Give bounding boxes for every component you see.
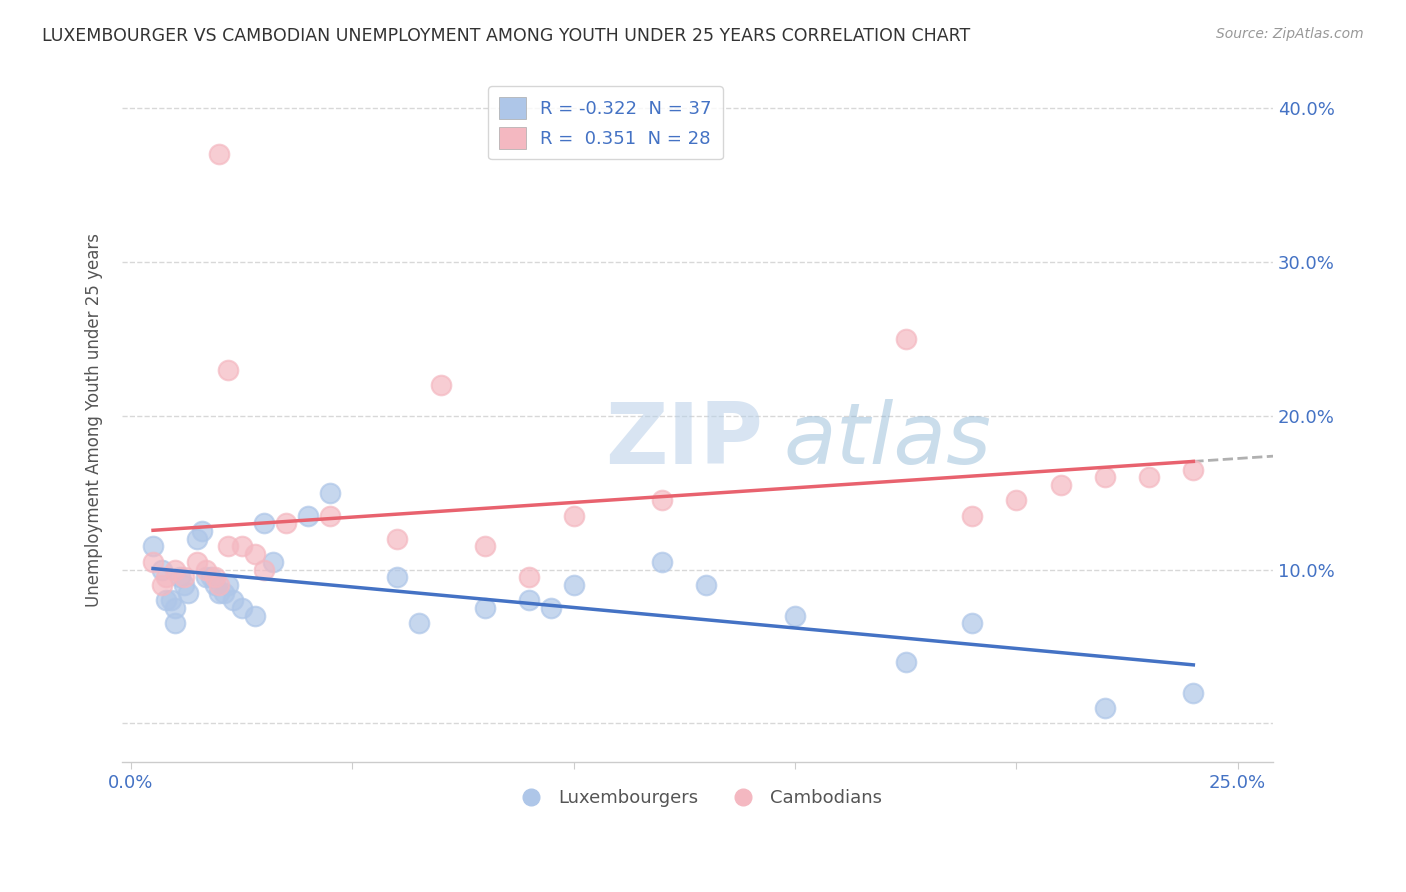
Point — [195, 563, 218, 577]
Point — [195, 570, 218, 584]
Point — [562, 578, 585, 592]
Point — [142, 555, 165, 569]
Point — [894, 332, 917, 346]
Point — [253, 516, 276, 531]
Point — [243, 608, 266, 623]
Point — [155, 593, 177, 607]
Point — [204, 578, 226, 592]
Point — [1137, 470, 1160, 484]
Point — [1182, 685, 1205, 699]
Point — [408, 616, 430, 631]
Point — [173, 570, 195, 584]
Point — [186, 532, 208, 546]
Point — [540, 601, 562, 615]
Point — [562, 508, 585, 523]
Point — [169, 570, 191, 584]
Point — [297, 508, 319, 523]
Point — [204, 570, 226, 584]
Point — [231, 540, 253, 554]
Point — [1005, 493, 1028, 508]
Point — [474, 601, 496, 615]
Point — [430, 378, 453, 392]
Point — [517, 570, 540, 584]
Point — [651, 493, 673, 508]
Point — [165, 601, 187, 615]
Text: Source: ZipAtlas.com: Source: ZipAtlas.com — [1216, 27, 1364, 41]
Point — [173, 578, 195, 592]
Point — [517, 593, 540, 607]
Legend: Luxembourgers, Cambodians: Luxembourgers, Cambodians — [506, 782, 890, 814]
Point — [165, 563, 187, 577]
Text: atlas: atlas — [785, 399, 991, 482]
Point — [217, 540, 239, 554]
Text: ZIP: ZIP — [606, 399, 763, 482]
Text: LUXEMBOURGER VS CAMBODIAN UNEMPLOYMENT AMONG YOUTH UNDER 25 YEARS CORRELATION CH: LUXEMBOURGER VS CAMBODIAN UNEMPLOYMENT A… — [42, 27, 970, 45]
Point — [150, 578, 173, 592]
Point — [783, 608, 806, 623]
Point — [1094, 701, 1116, 715]
Point — [155, 570, 177, 584]
Point — [1094, 470, 1116, 484]
Point — [200, 570, 222, 584]
Point — [385, 532, 408, 546]
Point — [1182, 462, 1205, 476]
Point — [231, 601, 253, 615]
Point — [165, 616, 187, 631]
Point — [222, 593, 245, 607]
Point — [177, 585, 200, 599]
Point — [142, 540, 165, 554]
Point — [474, 540, 496, 554]
Point — [217, 362, 239, 376]
Point — [960, 616, 983, 631]
Point — [894, 655, 917, 669]
Point — [695, 578, 717, 592]
Point — [208, 578, 231, 592]
Y-axis label: Unemployment Among Youth under 25 years: Unemployment Among Youth under 25 years — [86, 233, 103, 607]
Point — [385, 570, 408, 584]
Point — [159, 593, 181, 607]
Point — [1049, 478, 1071, 492]
Point — [243, 547, 266, 561]
Point — [319, 485, 342, 500]
Point — [651, 555, 673, 569]
Point — [253, 563, 276, 577]
Point — [186, 555, 208, 569]
Point — [262, 555, 284, 569]
Point — [960, 508, 983, 523]
Point — [208, 585, 231, 599]
Point — [150, 563, 173, 577]
Point — [319, 508, 342, 523]
Point — [212, 585, 235, 599]
Point — [208, 147, 231, 161]
Point — [217, 578, 239, 592]
Point — [274, 516, 297, 531]
Point — [190, 524, 212, 538]
